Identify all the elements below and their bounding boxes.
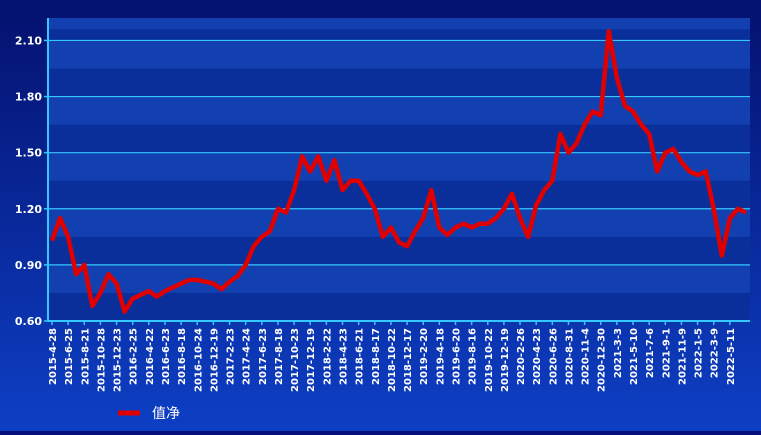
- x-tick-label: 2015-8-21: [80, 328, 91, 385]
- x-tick-label: 2015-12-23: [113, 328, 124, 392]
- x-tick-label: 2021-3-3: [613, 328, 624, 378]
- x-tick-label: 2017-6-23: [258, 328, 269, 385]
- y-tick-label: 0.60: [15, 315, 42, 328]
- band: [48, 292, 750, 321]
- x-tick-label: 2016-10-24: [193, 328, 204, 392]
- x-tick-label: 2017-12-19: [306, 328, 317, 392]
- y-tick-label: 1.20: [15, 203, 42, 216]
- x-tick-label: 2020-8-31: [564, 328, 575, 385]
- x-tick-label: 2017-10-23: [290, 328, 301, 392]
- x-tick-label: 2019-10-22: [484, 328, 495, 392]
- x-tick-label: 2016-8-18: [177, 328, 188, 385]
- x-tick-label: 2016-2-25: [129, 328, 140, 385]
- x-tick-label: 2018-10-22: [387, 328, 398, 392]
- x-tick-label: 2021-7-6: [645, 328, 656, 378]
- x-tick-label: 2020-4-23: [532, 328, 543, 385]
- y-tick-label: 1.80: [15, 91, 42, 104]
- y-tick-label: 0.90: [15, 259, 42, 272]
- x-tick-label: 2019-2-20: [419, 328, 430, 385]
- x-tick-label: 2020-12-30: [597, 328, 608, 392]
- x-tick-label: 2015-4-28: [48, 328, 59, 385]
- x-tick-label: 2019-4-18: [435, 328, 446, 385]
- line-series: [49, 28, 747, 314]
- x-tick-label: 2018-4-23: [339, 328, 350, 385]
- x-tick-label: 2020-2-26: [516, 328, 527, 385]
- legend-label: 值净: [152, 406, 180, 422]
- band: [48, 29, 750, 41]
- x-tick-label: 2022-1-5: [694, 328, 705, 378]
- x-tick-label: 2017-4-24: [242, 328, 253, 385]
- x-tick-label: 2022-5-11: [726, 328, 737, 385]
- x-tick-label: 2019-12-19: [500, 328, 511, 392]
- x-tick-label: 2017-8-18: [274, 328, 285, 385]
- x-tick-label: 2018-8-17: [371, 328, 382, 385]
- x-tick-label: 2018-6-21: [355, 328, 366, 385]
- x-tick-label: 2016-12-19: [209, 328, 220, 392]
- x-tick-label: 2022-3-9: [710, 328, 721, 378]
- x-tick-label: 2019-6-20: [451, 328, 462, 385]
- x-tick-label: 2021-11-9: [677, 328, 688, 385]
- x-tick-label: 2015-10-28: [96, 328, 107, 392]
- y-tick-label: 2.10: [15, 34, 42, 47]
- x-tick-label: 2021-9-1: [661, 328, 672, 378]
- band: [48, 68, 750, 97]
- x-tick-label: 2019-8-16: [468, 328, 479, 385]
- band: [48, 180, 750, 209]
- x-tick-label: 2020-6-26: [548, 328, 559, 385]
- x-tick-label: 2021-5-10: [629, 328, 640, 385]
- plot-area: [48, 18, 750, 321]
- band: [48, 124, 750, 153]
- x-tick-label: 2016-4-22: [145, 328, 156, 385]
- x-tick-label: 2016-6-23: [161, 328, 172, 385]
- x-tick-label: 2017-2-23: [226, 328, 237, 385]
- x-tick-label: 2015-6-25: [64, 328, 75, 385]
- x-tick-label: 2018-2-22: [322, 328, 333, 385]
- x-tick-label: 2018-12-17: [403, 328, 414, 392]
- y-tick-label: 1.50: [15, 147, 42, 160]
- x-tick-label: 2020-11-4: [581, 328, 592, 385]
